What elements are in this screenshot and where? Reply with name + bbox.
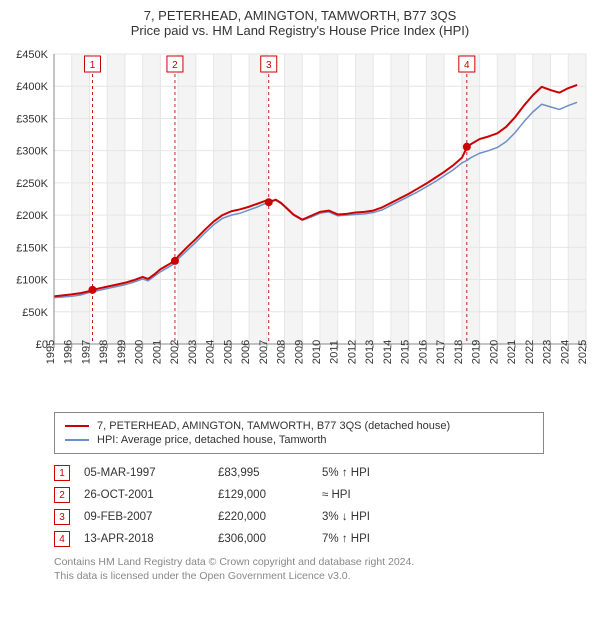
svg-text:2021: 2021 bbox=[506, 340, 518, 364]
svg-text:2014: 2014 bbox=[382, 340, 394, 364]
svg-text:£350K: £350K bbox=[16, 113, 48, 125]
svg-text:2011: 2011 bbox=[329, 340, 341, 364]
sale-date: 09-FEB-2007 bbox=[84, 511, 204, 523]
svg-text:2023: 2023 bbox=[542, 340, 554, 364]
sale-price: £306,000 bbox=[218, 533, 308, 545]
sale-price: £129,000 bbox=[218, 489, 308, 501]
svg-text:1997: 1997 bbox=[80, 340, 92, 364]
svg-text:1: 1 bbox=[90, 60, 96, 71]
svg-text:£200K: £200K bbox=[16, 210, 48, 222]
svg-text:2006: 2006 bbox=[240, 340, 252, 364]
svg-text:2022: 2022 bbox=[524, 340, 536, 364]
svg-text:£400K: £400K bbox=[16, 81, 48, 93]
sale-date: 05-MAR-1997 bbox=[84, 467, 204, 479]
chart-subtitle: Price paid vs. HM Land Registry's House … bbox=[10, 23, 590, 38]
svg-text:2016: 2016 bbox=[417, 340, 429, 364]
sale-price: £220,000 bbox=[218, 511, 308, 523]
chart-container: 7, PETERHEAD, AMINGTON, TAMWORTH, B77 3Q… bbox=[0, 0, 600, 591]
svg-text:£150K: £150K bbox=[16, 242, 48, 254]
sale-date: 26-OCT-2001 bbox=[84, 489, 204, 501]
sale-row: 3 09-FEB-2007 £220,000 3% ↓ HPI bbox=[54, 506, 580, 528]
sale-delta: ≈ HPI bbox=[322, 489, 432, 501]
footer-line-1: Contains HM Land Registry data © Crown c… bbox=[54, 556, 580, 570]
svg-text:£450K: £450K bbox=[16, 49, 48, 61]
svg-text:2012: 2012 bbox=[346, 340, 358, 364]
svg-text:2009: 2009 bbox=[293, 340, 305, 364]
sale-marker-badge: 4 bbox=[54, 531, 70, 547]
sale-marker-badge: 3 bbox=[54, 509, 70, 525]
legend-item: 7, PETERHEAD, AMINGTON, TAMWORTH, B77 3Q… bbox=[65, 419, 533, 433]
svg-text:3: 3 bbox=[266, 60, 272, 71]
svg-text:1995: 1995 bbox=[45, 340, 57, 364]
legend-swatch bbox=[65, 425, 89, 427]
sale-delta: 5% ↑ HPI bbox=[322, 467, 432, 479]
legend-label: 7, PETERHEAD, AMINGTON, TAMWORTH, B77 3Q… bbox=[97, 420, 450, 432]
svg-text:2004: 2004 bbox=[205, 340, 217, 364]
svg-text:2: 2 bbox=[172, 60, 178, 71]
sale-delta: 7% ↑ HPI bbox=[322, 533, 432, 545]
svg-text:2003: 2003 bbox=[187, 340, 199, 364]
svg-text:2017: 2017 bbox=[435, 340, 447, 364]
footer-line-2: This data is licensed under the Open Gov… bbox=[54, 570, 580, 584]
sales-table: 1 05-MAR-1997 £83,995 5% ↑ HPI 2 26-OCT-2001 £… bbox=[54, 462, 580, 550]
chart-svg: 1234£0£50K£100K£150K£200K£250K£300K£350K… bbox=[10, 44, 590, 404]
chart-title: 7, PETERHEAD, AMINGTON, TAMWORTH, B77 3Q… bbox=[10, 8, 590, 23]
svg-text:2018: 2018 bbox=[453, 340, 465, 364]
footer-attribution: Contains HM Land Registry data © Crown c… bbox=[54, 556, 580, 583]
sale-marker-badge: 2 bbox=[54, 487, 70, 503]
svg-text:4: 4 bbox=[464, 60, 470, 71]
legend-item: HPI: Average price, detached house, Tamw… bbox=[65, 433, 533, 447]
svg-text:2019: 2019 bbox=[471, 340, 483, 364]
legend-swatch bbox=[65, 439, 89, 441]
sale-delta: 3% ↓ HPI bbox=[322, 511, 432, 523]
svg-text:£50K: £50K bbox=[22, 307, 48, 319]
legend: 7, PETERHEAD, AMINGTON, TAMWORTH, B77 3Q… bbox=[54, 412, 544, 454]
svg-text:2015: 2015 bbox=[400, 340, 412, 364]
svg-text:2001: 2001 bbox=[151, 340, 163, 364]
svg-text:2008: 2008 bbox=[276, 340, 288, 364]
svg-text:2007: 2007 bbox=[258, 340, 270, 364]
sale-price: £83,995 bbox=[218, 467, 308, 479]
svg-text:2020: 2020 bbox=[488, 340, 500, 364]
sale-date: 13-APR-2018 bbox=[84, 533, 204, 545]
chart-area: 1234£0£50K£100K£150K£200K£250K£300K£350K… bbox=[10, 44, 590, 404]
legend-label: HPI: Average price, detached house, Tamw… bbox=[97, 434, 327, 446]
chart-title-block: 7, PETERHEAD, AMINGTON, TAMWORTH, B77 3Q… bbox=[10, 8, 590, 38]
svg-text:£100K: £100K bbox=[16, 275, 48, 287]
svg-text:£300K: £300K bbox=[16, 146, 48, 158]
svg-text:1999: 1999 bbox=[116, 340, 128, 364]
svg-text:2005: 2005 bbox=[222, 340, 234, 364]
sale-row: 2 26-OCT-2001 £129,000 ≈ HPI bbox=[54, 484, 580, 506]
svg-text:2010: 2010 bbox=[311, 340, 323, 364]
svg-text:£250K: £250K bbox=[16, 178, 48, 190]
svg-text:2025: 2025 bbox=[577, 340, 589, 364]
sale-row: 1 05-MAR-1997 £83,995 5% ↑ HPI bbox=[54, 462, 580, 484]
svg-text:2002: 2002 bbox=[169, 340, 181, 364]
svg-text:1998: 1998 bbox=[98, 340, 110, 364]
svg-text:2024: 2024 bbox=[559, 340, 571, 364]
svg-text:1996: 1996 bbox=[63, 340, 75, 364]
svg-text:2013: 2013 bbox=[364, 340, 376, 364]
sale-row: 4 13-APR-2018 £306,000 7% ↑ HPI bbox=[54, 528, 580, 550]
svg-text:2000: 2000 bbox=[134, 340, 146, 364]
sale-marker-badge: 1 bbox=[54, 465, 70, 481]
